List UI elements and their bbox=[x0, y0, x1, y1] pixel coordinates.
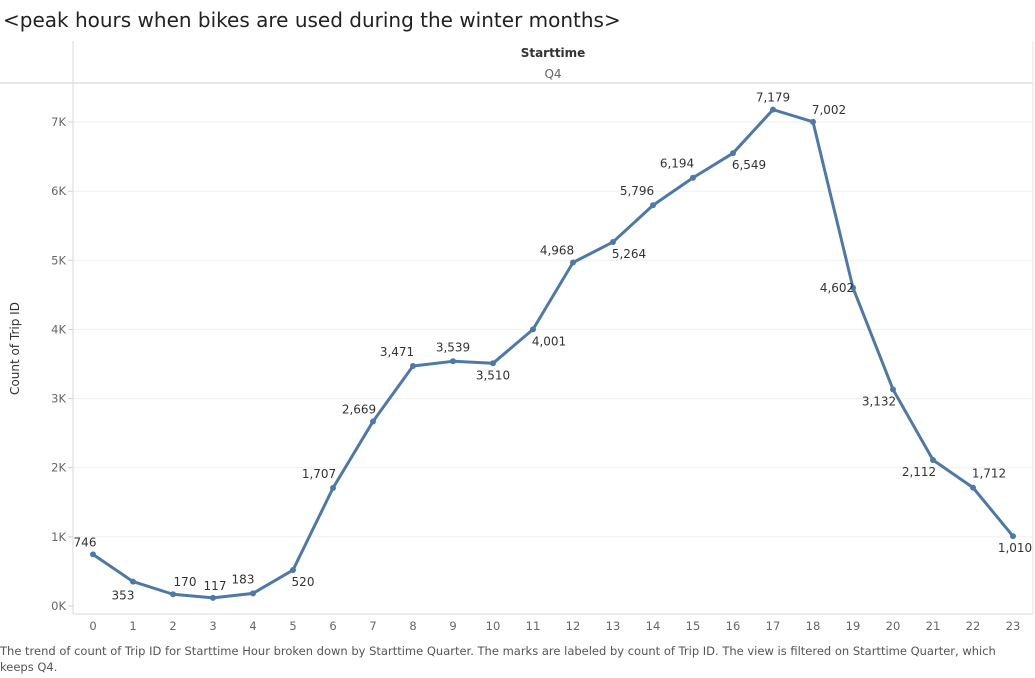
x-tick-label: 8 bbox=[409, 619, 416, 633]
y-tick-label: 4K bbox=[51, 322, 66, 336]
data-label: 4,001 bbox=[532, 334, 566, 348]
data-point bbox=[730, 150, 736, 157]
column-header: Starttime bbox=[520, 46, 586, 60]
x-tick-label: 7 bbox=[369, 619, 376, 633]
data-label: 3,471 bbox=[380, 345, 414, 359]
data-label: 520 bbox=[292, 575, 315, 589]
data-point bbox=[930, 456, 936, 463]
data-point bbox=[290, 567, 296, 574]
chart-title: <peak hours when bikes are used during t… bbox=[3, 8, 621, 32]
y-tick-label: 0K bbox=[51, 599, 66, 613]
data-label: 3,132 bbox=[862, 394, 896, 408]
data-point bbox=[90, 551, 96, 558]
data-label: 3,510 bbox=[476, 368, 510, 382]
data-label: 3,539 bbox=[436, 340, 470, 354]
data-label: 183 bbox=[232, 572, 255, 586]
x-tick-label: 4 bbox=[249, 619, 256, 633]
data-label: 2,112 bbox=[902, 465, 936, 479]
data-point bbox=[1010, 533, 1016, 540]
data-point bbox=[410, 363, 416, 370]
data-point bbox=[890, 386, 896, 393]
data-label: 6,194 bbox=[660, 157, 694, 171]
data-point bbox=[170, 591, 176, 598]
data-label: 170 bbox=[174, 575, 197, 589]
x-tick-label: 22 bbox=[966, 619, 981, 633]
data-point bbox=[530, 326, 536, 333]
data-label: 5,264 bbox=[612, 247, 646, 261]
y-tick-label: 7K bbox=[51, 115, 66, 129]
data-label: 353 bbox=[112, 589, 135, 603]
data-label: 5,796 bbox=[620, 184, 654, 198]
data-label: 1,707 bbox=[302, 467, 336, 481]
data-label: 117 bbox=[204, 579, 227, 593]
x-tick-label: 13 bbox=[606, 619, 621, 633]
x-tick-label: 5 bbox=[289, 619, 296, 633]
x-tick-label: 15 bbox=[686, 619, 701, 633]
x-tick-label: 1 bbox=[129, 619, 136, 633]
x-tick-label: 17 bbox=[766, 619, 781, 633]
x-tick-label: 0 bbox=[89, 619, 96, 633]
y-tick-label: 3K bbox=[51, 392, 66, 406]
data-point bbox=[650, 202, 656, 209]
data-point bbox=[130, 578, 136, 585]
chart-caption: The trend of count of Trip ID for Startt… bbox=[0, 644, 996, 674]
data-point bbox=[690, 174, 696, 181]
y-tick-label: 1K bbox=[51, 530, 66, 544]
x-tick-label: 3 bbox=[209, 619, 216, 633]
data-point bbox=[810, 118, 816, 125]
data-label: 7,002 bbox=[812, 103, 846, 117]
y-axis-title: Count of Trip ID bbox=[8, 302, 22, 395]
x-tick-label: 23 bbox=[1006, 619, 1021, 633]
data-point bbox=[210, 594, 216, 601]
x-tick-label: 6 bbox=[329, 619, 336, 633]
column-header-value: Q4 bbox=[544, 67, 562, 81]
data-point bbox=[490, 360, 496, 367]
x-tick-label: 18 bbox=[806, 619, 821, 633]
y-tick-label: 6K bbox=[51, 184, 66, 198]
x-tick-label: 10 bbox=[486, 619, 501, 633]
x-tick-label: 9 bbox=[449, 619, 456, 633]
x-tick-label: 19 bbox=[846, 619, 861, 633]
data-label: 6,549 bbox=[732, 158, 766, 172]
x-tick-label: 20 bbox=[886, 619, 901, 633]
data-label: 2,669 bbox=[342, 402, 376, 416]
data-point bbox=[450, 358, 456, 365]
data-point bbox=[330, 484, 336, 491]
y-tick-label: 5K bbox=[51, 253, 66, 267]
data-point bbox=[970, 484, 976, 491]
data-point bbox=[570, 259, 576, 266]
x-tick-label: 11 bbox=[526, 619, 541, 633]
data-point bbox=[770, 106, 776, 113]
series-line bbox=[91, 108, 1015, 600]
data-label: 1,712 bbox=[972, 467, 1006, 481]
data-point bbox=[370, 418, 376, 425]
data-label: 7,179 bbox=[756, 91, 790, 105]
x-tick-label: 16 bbox=[726, 619, 741, 633]
x-tick-label: 14 bbox=[646, 619, 661, 633]
data-point bbox=[850, 284, 856, 291]
x-tick-label: 2 bbox=[169, 619, 176, 633]
data-label: 1,010 bbox=[998, 541, 1032, 555]
x-tick-label: 21 bbox=[926, 619, 941, 633]
data-point bbox=[250, 590, 256, 597]
data-label: 4,602 bbox=[820, 281, 854, 295]
data-label: 746 bbox=[74, 535, 97, 549]
x-tick-label: 12 bbox=[566, 619, 581, 633]
y-tick-label: 2K bbox=[51, 461, 66, 475]
data-point bbox=[610, 239, 616, 246]
data-label: 4,968 bbox=[540, 243, 574, 257]
